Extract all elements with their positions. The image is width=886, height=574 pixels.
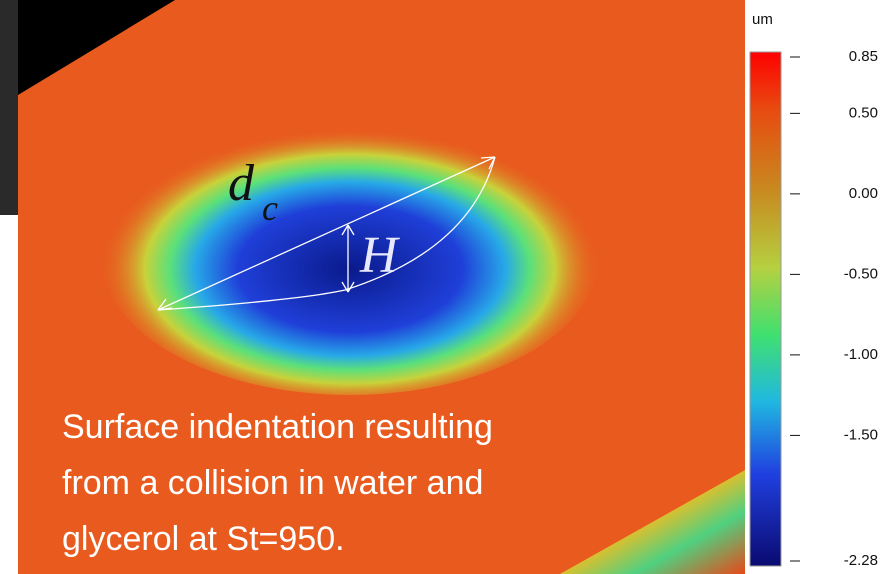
tick-label: 0.50 [849, 104, 878, 121]
edge-band [560, 470, 745, 574]
tick-label: 0.85 [849, 48, 878, 65]
tick-label: -2.28 [844, 552, 878, 569]
diameter-subscript: c [262, 188, 278, 228]
annotation-lines [157, 156, 496, 311]
tick-label: -0.50 [844, 265, 878, 282]
tick-label: 0.00 [849, 185, 878, 202]
caption: Surface indentation resulting from a coll… [62, 408, 493, 558]
void-corner [18, 0, 175, 95]
caption-line: glycerol at St=950. [62, 520, 345, 558]
caption-line: from a collision in water and [62, 464, 483, 502]
depth-label: H [359, 227, 400, 284]
indentation [100, 115, 600, 395]
diameter-label: d [228, 155, 255, 212]
tick-label: -1.50 [844, 426, 878, 443]
colorbar [749, 51, 782, 567]
background-strip [0, 0, 18, 215]
tick-label: -1.00 [844, 346, 878, 363]
caption-line: Surface indentation resulting [62, 408, 493, 446]
colorbar-unit: um [752, 11, 773, 28]
colorbar-ticks: 0.85 0.50 0.00 -0.50 -1.00 -1.50 -2.28 [790, 48, 878, 569]
